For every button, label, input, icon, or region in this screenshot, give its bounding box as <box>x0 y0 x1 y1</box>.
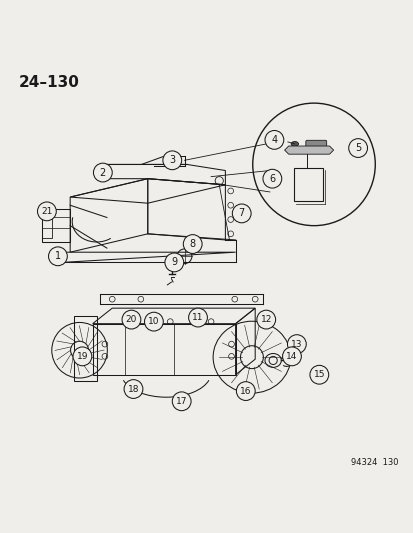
Circle shape <box>188 308 207 327</box>
Circle shape <box>282 347 301 366</box>
Circle shape <box>48 247 67 265</box>
Circle shape <box>122 310 140 329</box>
Text: 10: 10 <box>148 317 159 326</box>
Text: 17: 17 <box>176 397 187 406</box>
Text: 1: 1 <box>55 251 61 261</box>
Circle shape <box>348 139 367 157</box>
Circle shape <box>38 202 56 221</box>
Circle shape <box>264 131 283 149</box>
Text: 20: 20 <box>126 315 137 324</box>
Polygon shape <box>284 146 333 154</box>
Circle shape <box>172 392 191 411</box>
Circle shape <box>93 163 112 182</box>
Text: 14: 14 <box>285 352 297 361</box>
Circle shape <box>232 204 251 223</box>
Text: 15: 15 <box>313 370 324 379</box>
Text: 13: 13 <box>290 340 302 349</box>
Text: 11: 11 <box>192 313 203 322</box>
Circle shape <box>124 379 142 399</box>
Circle shape <box>162 151 181 169</box>
Text: 3: 3 <box>169 155 175 165</box>
Circle shape <box>144 312 163 331</box>
Text: 16: 16 <box>240 386 251 395</box>
FancyBboxPatch shape <box>305 140 326 149</box>
Circle shape <box>256 310 275 329</box>
Text: 18: 18 <box>128 384 139 393</box>
Circle shape <box>183 235 202 253</box>
Text: 2: 2 <box>100 167 106 177</box>
Text: 12: 12 <box>260 315 271 324</box>
Circle shape <box>262 169 281 188</box>
Text: 5: 5 <box>354 143 361 153</box>
Circle shape <box>73 347 92 366</box>
Text: 9: 9 <box>171 257 177 268</box>
Text: 94324  130: 94324 130 <box>351 458 398 466</box>
Text: 24–130: 24–130 <box>19 75 80 90</box>
Circle shape <box>287 335 306 353</box>
Text: 7: 7 <box>238 208 244 219</box>
Text: 19: 19 <box>76 352 88 361</box>
Text: 21: 21 <box>41 207 52 216</box>
Text: 4: 4 <box>271 135 277 145</box>
Circle shape <box>236 382 254 400</box>
Circle shape <box>309 365 328 384</box>
Text: 8: 8 <box>189 239 195 249</box>
Circle shape <box>164 253 183 272</box>
Ellipse shape <box>290 142 298 147</box>
Text: 6: 6 <box>268 174 275 184</box>
